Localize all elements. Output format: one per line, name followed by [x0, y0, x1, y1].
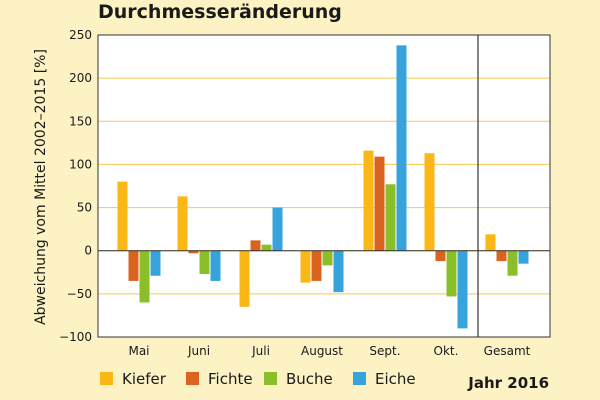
bar-kiefer-2: [239, 250, 250, 307]
bar-kiefer-6: [485, 234, 496, 251]
y-axis-label: Abweichung vom Mittel 2002–2015 [%]: [33, 49, 49, 325]
y-tick-label: 0: [84, 244, 92, 258]
x-tick-label: Juli: [251, 344, 270, 358]
bar-kiefer-1: [177, 196, 188, 251]
bar-kiefer-5: [424, 153, 435, 251]
legend-swatch-fichte: [186, 372, 199, 385]
bar-eiche-6: [518, 250, 529, 264]
x-tick-label: Mai: [128, 344, 149, 358]
year-annotation: Jahr 2016: [467, 374, 549, 392]
bar-fichte-5: [435, 250, 446, 262]
bar-buche-4: [385, 184, 396, 251]
y-tick-label: −100: [59, 330, 92, 344]
y-tick-label: −50: [67, 287, 92, 301]
x-tick-label: Okt.: [434, 344, 459, 358]
legend-label-kiefer: Kiefer: [122, 370, 167, 388]
plot-frame: [97, 34, 551, 338]
bar-eiche-0: [150, 250, 161, 276]
bar-eiche-4: [396, 45, 407, 251]
bar-buche-3: [322, 250, 333, 266]
chart-title: Durchmesseränderung: [98, 1, 342, 23]
x-tick-label: Sept.: [369, 344, 400, 358]
legend-swatch-eiche: [353, 372, 366, 385]
bar-eiche-1: [210, 250, 221, 281]
bar-buche-6: [507, 250, 518, 276]
bar-kiefer-3: [300, 250, 311, 283]
legend: Kiefer Fichte Buche Eiche: [100, 370, 416, 388]
bar-buche-1: [199, 250, 210, 275]
x-tick-label: Gesamt: [484, 344, 531, 358]
legend-label-eiche: Eiche: [375, 370, 416, 388]
y-tick-label: 100: [69, 157, 92, 171]
bar-buche-5: [446, 250, 457, 297]
bar-kiefer-4: [363, 150, 374, 251]
bar-fichte-3: [311, 250, 322, 281]
y-tick-label: 50: [77, 201, 92, 215]
bar-eiche-3: [333, 250, 344, 293]
legend-label-fichte: Fichte: [208, 370, 253, 388]
bar-fichte-2: [250, 240, 261, 251]
bar-fichte-4: [374, 156, 385, 251]
bar-eiche-5: [457, 250, 468, 329]
bar-kiefer-0: [117, 181, 128, 251]
legend-label-buche: Buche: [286, 370, 333, 388]
y-tick-label: 250: [69, 28, 92, 42]
y-tick-label: 150: [69, 114, 92, 128]
x-tick-label: August: [301, 344, 343, 358]
plot-area: −100 −50 0 50 100 150 200 250 Mai Juni Juli August S…: [59, 28, 551, 358]
x-tick-label: Juni: [187, 344, 210, 358]
bar-fichte-1: [188, 250, 199, 254]
plot-background: [98, 35, 550, 337]
y-tick-label: 200: [69, 71, 92, 85]
legend-swatch-buche: [264, 372, 277, 385]
bar-fichte-6: [496, 250, 507, 262]
legend-swatch-kiefer: [100, 372, 113, 385]
bar-eiche-2: [272, 207, 283, 251]
bar-buche-0: [139, 250, 150, 303]
bar-fichte-0: [128, 250, 139, 281]
bar-buche-2: [261, 244, 272, 251]
